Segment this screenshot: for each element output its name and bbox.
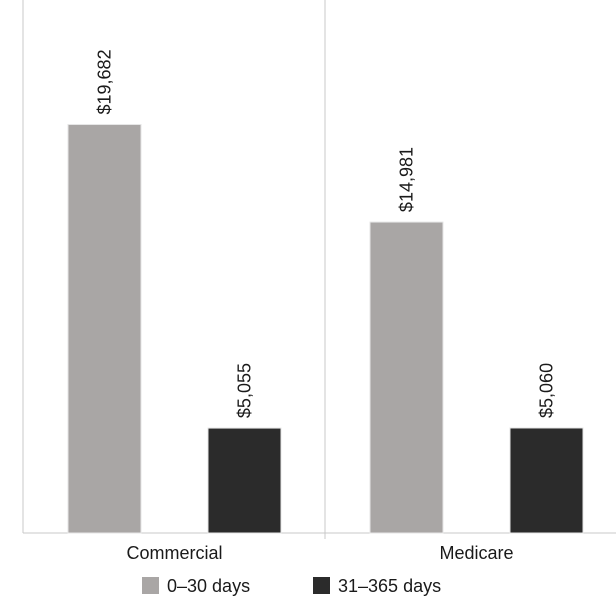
bar-commercial-series-2	[207, 427, 282, 534]
x-axis-ticks: Commercial Medicare	[126, 543, 513, 563]
legend: 0–30 days 31–365 days	[142, 576, 441, 596]
bar-labels: $19,682 $14,981 $5,055 $5,060	[95, 49, 557, 418]
bars	[67, 123, 584, 534]
legend-swatch	[313, 577, 330, 594]
bar-medicare-series-1	[369, 221, 444, 534]
x-tick-label: Medicare	[439, 543, 513, 563]
bar-medicare-series-2	[509, 427, 584, 534]
legend-label: 31–365 days	[338, 576, 441, 596]
legend-label: 0–30 days	[167, 576, 250, 596]
bar-value-label: $14,981	[397, 147, 417, 212]
x-tick-label: Commercial	[126, 543, 222, 563]
bar-commercial-series-1	[67, 123, 142, 534]
bar-value-label: $5,060	[537, 363, 557, 418]
bar-value-label: $19,682	[95, 49, 115, 114]
bar-value-label: $5,055	[235, 363, 255, 418]
legend-swatch	[142, 577, 159, 594]
